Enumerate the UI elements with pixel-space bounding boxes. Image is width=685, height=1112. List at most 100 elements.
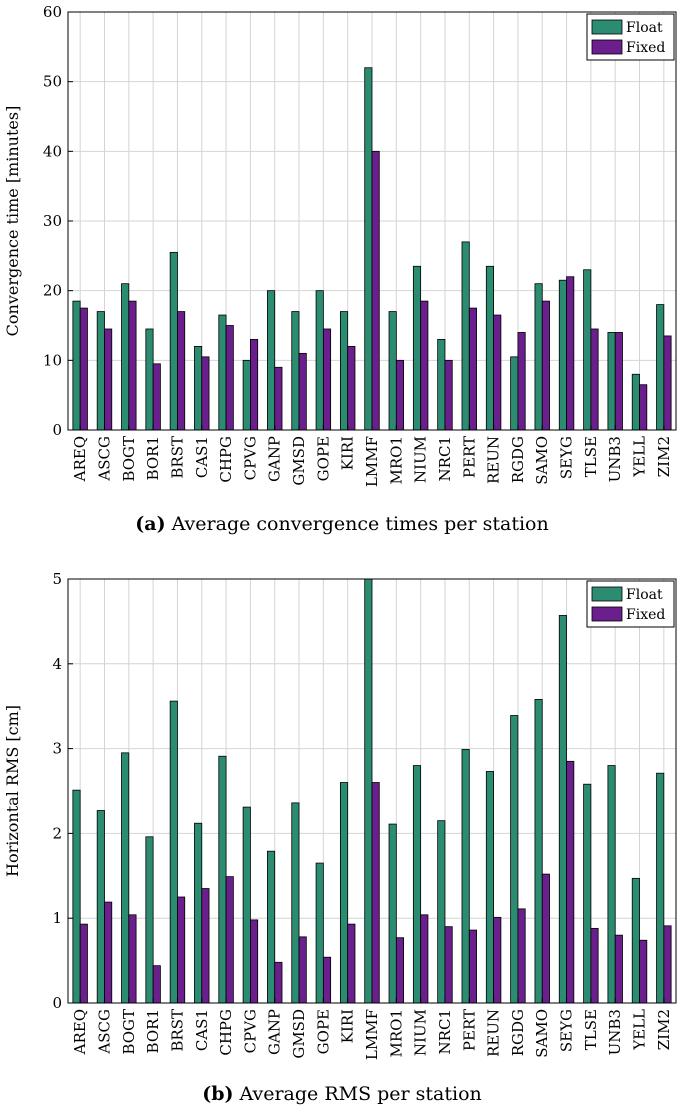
bar-fixed-reun	[493, 916, 502, 1004]
y-axis-label: Horizontal RMS [cm]	[3, 705, 22, 877]
bar-fixed-gmsd	[298, 352, 307, 431]
bar-float-brst	[169, 251, 178, 431]
bar-float-zim2	[656, 304, 665, 431]
bar-fixed-zim2	[663, 925, 672, 1004]
bar-fixed-rgdg	[517, 908, 526, 1004]
x-tick-label: GOPE	[314, 1009, 332, 1054]
bar-float-areq	[72, 300, 81, 431]
x-tick-label: CPVG	[241, 436, 259, 480]
bar-float-rgdg	[510, 715, 519, 1004]
bar-float-nium	[412, 765, 422, 1004]
x-tick-label: UNB3	[606, 436, 624, 482]
bar-fixed-pert	[468, 307, 477, 431]
x-tick-label: KIRI	[339, 1009, 357, 1043]
bar-float-nium	[412, 265, 422, 431]
bar-fixed-brst	[177, 311, 186, 431]
x-tick-label: BRST	[168, 436, 186, 479]
bar-fixed-lmmf	[371, 150, 380, 431]
x-tick-label: GOPE	[314, 436, 332, 481]
bar-float-rgdg	[510, 356, 519, 431]
bar-fixed-gmsd	[298, 936, 307, 1004]
bar-fixed-yell	[639, 384, 648, 431]
bar-float-reun	[485, 771, 494, 1004]
bar-fixed-cpvg	[249, 339, 259, 431]
x-tick-label: CAS1	[193, 436, 211, 478]
x-tick-label: AREQ	[71, 436, 89, 482]
bar-float-cas1	[194, 822, 203, 1004]
y-tick-label: 30	[43, 212, 62, 230]
x-tick-label: UNB3	[606, 1009, 624, 1055]
legend-label-float: Float	[626, 20, 663, 36]
bar-fixed-mro1	[395, 937, 405, 1004]
bar-float-kiri	[339, 782, 349, 1004]
bar-fixed-brst	[177, 896, 186, 1004]
x-tick-label: NIUM	[412, 1009, 430, 1056]
bar-fixed-bogt	[128, 914, 137, 1004]
x-tick-label: GANP	[266, 436, 284, 482]
bar-float-yell	[631, 877, 640, 1004]
plot-frame	[67, 11, 677, 431]
bar-float-bor1	[145, 836, 154, 1004]
x-tick-label: BOGT	[120, 1009, 138, 1055]
bar-float-bor1	[145, 328, 154, 431]
bar-float-ganp	[267, 850, 276, 1004]
bar-fixed-nrc1	[444, 926, 453, 1004]
x-tick-label: LMMF	[363, 436, 381, 487]
bar-fixed-cas1	[201, 888, 210, 1004]
bar-float-brst	[169, 700, 178, 1004]
y-tick-label: 20	[43, 282, 62, 300]
x-tick-label: ASCG	[95, 1009, 113, 1055]
bar-float-gmsd	[291, 311, 300, 431]
y-tick-label: 1	[52, 909, 62, 927]
bar-fixed-unb3	[614, 934, 623, 1004]
x-tick-label: ZIM2	[655, 1009, 673, 1050]
bar-fixed-seyg	[566, 276, 575, 431]
caption-label: (a)	[135, 513, 165, 535]
x-tick-label: YELL	[631, 1009, 649, 1051]
bar-fixed-rgdg	[517, 332, 526, 431]
y-tick-label: 2	[52, 824, 62, 842]
y-tick-label: 5	[52, 570, 62, 588]
bar-float-chpg	[218, 314, 227, 431]
x-tick-label: PERT	[460, 436, 478, 478]
figure-caption: (b) Average RMS per station	[202, 1083, 482, 1105]
bar-float-bogt	[121, 752, 130, 1004]
bar-fixed-samo	[541, 873, 550, 1004]
bar-float-gope	[315, 290, 324, 431]
bar-float-gope	[315, 862, 324, 1004]
bar-float-reun	[485, 265, 494, 431]
caption-text: Average convergence times per station	[171, 513, 549, 535]
bar-float-tlse	[583, 783, 592, 1004]
chart-horizontal-rms: 0 1 2 3 4 5 AREQ ASCG BOGT BOR1 BRST CAS1 CHPG CPVG GA…	[3, 570, 677, 1105]
legend-swatch-float	[591, 19, 623, 35]
bar-fixed-mro1	[395, 359, 405, 431]
bar-fixed-chpg	[225, 325, 234, 431]
x-tick-label: REUN	[485, 1009, 503, 1057]
bar-fixed-nium	[420, 300, 429, 431]
bar-float-tlse	[583, 269, 592, 431]
bar-fixed-kiri	[347, 923, 356, 1004]
caption-text: Average RMS per station	[239, 1083, 482, 1105]
bar-fixed-seyg	[566, 760, 575, 1004]
bar-fixed-ganp	[274, 366, 283, 431]
x-tick-label: KIRI	[339, 436, 357, 470]
x-tick-label: YELL	[631, 436, 649, 478]
bar-fixed-bor1	[152, 363, 161, 431]
bar-float-yell	[631, 373, 640, 431]
bar-fixed-nium	[420, 914, 429, 1004]
y-tick-label: 0	[52, 994, 62, 1012]
x-tick-label: BRST	[168, 1009, 186, 1052]
x-tick-label: NRC1	[436, 436, 454, 481]
bar-fixed-bor1	[152, 965, 161, 1004]
plot-frame	[67, 578, 677, 1004]
legend-swatch-fixed	[591, 606, 623, 622]
bar-fixed-tlse	[590, 328, 599, 431]
legend-label-float: Float	[626, 587, 663, 603]
x-tick-label: RGDG	[509, 1009, 527, 1056]
x-tick-label: PERT	[460, 1009, 478, 1051]
bar-fixed-zim2	[663, 335, 672, 431]
y-tick-label: 0	[52, 421, 62, 439]
bar-fixed-unb3	[614, 332, 623, 431]
y-tick-label: 60	[43, 3, 62, 21]
